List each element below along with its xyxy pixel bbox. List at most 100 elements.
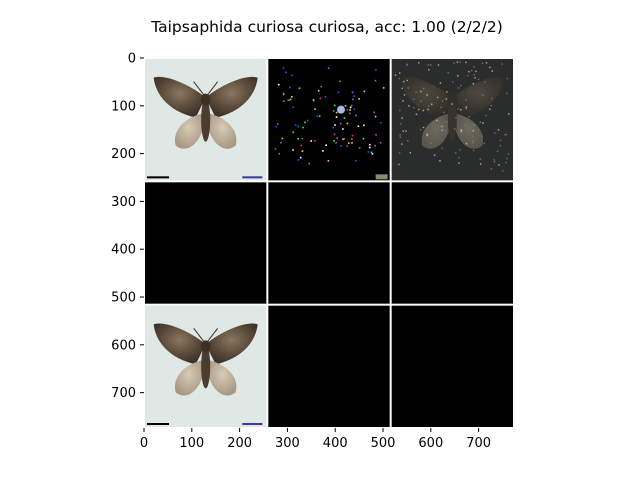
masked-pixel <box>473 124 475 126</box>
attribution-pixel <box>287 99 289 102</box>
masked-pixel <box>482 94 484 96</box>
masked-pixel <box>485 114 487 117</box>
attribution-pixel <box>371 153 374 155</box>
attribution-pixel <box>349 112 351 115</box>
masked-pixel <box>426 133 428 136</box>
attribution-pixel <box>310 140 312 142</box>
attribution-pixel <box>276 123 279 125</box>
attribution-pixel <box>281 137 284 140</box>
masked-pixel <box>430 142 432 144</box>
attribution-pixel <box>278 152 281 155</box>
masked-pixel <box>452 81 454 83</box>
masked-pixel <box>465 107 467 109</box>
attribution-pixel <box>339 80 341 83</box>
attribution-pixel <box>292 131 295 134</box>
masked-pixel <box>418 62 420 64</box>
masked-pixel <box>477 78 480 80</box>
masked-pixel <box>402 100 404 102</box>
masked-pixel <box>458 162 460 164</box>
tile-1-0 <box>145 182 267 304</box>
attribution-pixel <box>373 111 375 114</box>
attribution-pixel <box>292 106 295 109</box>
y-tick-label: 100 <box>111 99 136 114</box>
attribution-pixel <box>346 108 349 111</box>
masked-pixel <box>406 63 408 66</box>
attribution-pixel <box>288 99 290 101</box>
masked-pixel <box>472 83 475 85</box>
attribution-pixel <box>324 96 327 98</box>
masked-pixel <box>426 134 428 137</box>
masked-pixel <box>441 100 444 102</box>
masked-pixel <box>399 134 401 136</box>
masked-pixel <box>418 108 420 111</box>
masked-pixel <box>501 63 503 65</box>
attribution-pixel <box>346 122 349 125</box>
x-tick-label: 600 <box>418 436 443 451</box>
masked-pixel <box>465 99 467 101</box>
masked-pixel <box>473 74 475 76</box>
attribution-pixel <box>367 151 370 153</box>
attribution-pixel <box>337 91 340 94</box>
masked-pixel <box>471 135 474 137</box>
masked-pixel <box>471 142 474 144</box>
y-axis: 0 100 200 300 400 500 600 700 <box>111 52 144 401</box>
masked-pixel <box>441 125 443 128</box>
attribution-pixel <box>343 137 346 140</box>
attribution-pixel <box>308 162 311 165</box>
y-tick-label: 300 <box>111 195 136 210</box>
masked-pixel <box>406 64 408 66</box>
masked-pixel <box>465 61 467 64</box>
attribution-pixel <box>351 138 353 140</box>
masked-pixel <box>406 79 408 82</box>
masked-pixel <box>444 130 446 132</box>
masked-pixel <box>501 170 504 172</box>
masked-pixel <box>403 80 405 83</box>
masked-pixel <box>415 113 418 115</box>
attribution-pixel <box>362 137 365 140</box>
masked-pixel <box>472 149 475 152</box>
attribution-pixel <box>336 137 338 139</box>
attribution-pixel <box>358 98 360 100</box>
plot-area <box>144 58 514 428</box>
attribution-pixel <box>327 160 330 162</box>
tile-1-2 <box>391 182 513 304</box>
attribution-pixel <box>358 147 361 149</box>
attribution-pixel <box>380 122 382 124</box>
attribution-pixel <box>335 111 338 114</box>
attribution-pixel <box>282 67 285 69</box>
tile-background <box>268 59 390 181</box>
masked-pixel <box>437 64 440 66</box>
masked-pixel <box>455 152 457 154</box>
masked-pixel <box>460 130 463 132</box>
attribution-pixel <box>351 91 354 94</box>
attribution-pixel <box>342 138 344 141</box>
attribution-pixel <box>339 122 342 125</box>
masked-pixel <box>489 66 491 69</box>
attribution-pixel <box>334 124 336 126</box>
masked-pixel <box>457 75 459 77</box>
masked-pixel <box>420 129 422 131</box>
masked-pixel <box>474 77 476 79</box>
tile-background <box>145 182 267 304</box>
masked-pixel <box>468 71 470 73</box>
attribution-pixel <box>375 69 377 71</box>
masked-pixel <box>436 119 438 122</box>
x-tick-label: 100 <box>179 436 204 451</box>
masked-pixel <box>428 69 430 71</box>
masked-pixel <box>496 150 499 152</box>
label-strip <box>242 176 263 179</box>
attribution-pixel <box>374 115 377 118</box>
attribution-pixel <box>332 126 335 129</box>
y-tick-label: 600 <box>111 338 136 353</box>
attribution-pixel <box>302 126 304 129</box>
attribution-pixel <box>313 100 315 103</box>
attribution-pixel <box>301 150 304 152</box>
attribution-pixel <box>322 150 324 152</box>
attribution-pixel <box>316 115 318 118</box>
attribution-pixel <box>297 137 299 140</box>
masked-pixel <box>459 61 461 63</box>
masked-pixel <box>440 106 442 109</box>
masked-pixel <box>482 122 484 124</box>
attribution-pixel <box>374 79 377 82</box>
masked-pixel <box>490 104 492 107</box>
